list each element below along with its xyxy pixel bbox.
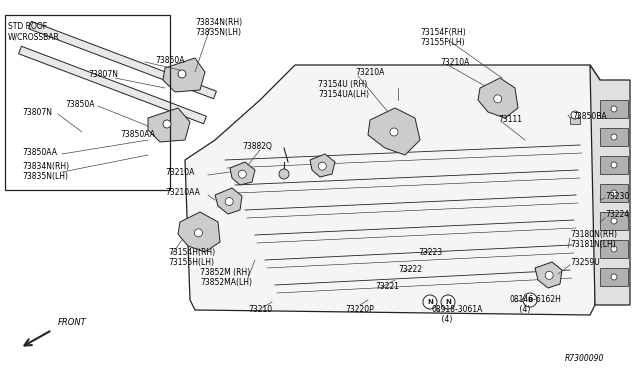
Text: 73882Q: 73882Q [242, 142, 272, 151]
Text: 73210AA: 73210AA [165, 188, 200, 197]
Polygon shape [590, 65, 630, 305]
Polygon shape [600, 128, 628, 146]
Circle shape [390, 128, 398, 136]
Text: 73850BA: 73850BA [572, 112, 607, 121]
Polygon shape [600, 184, 628, 202]
Text: N: N [445, 299, 451, 305]
Text: FRONT: FRONT [58, 318, 87, 327]
Text: 73259U: 73259U [570, 258, 600, 267]
Polygon shape [478, 78, 518, 118]
Circle shape [225, 198, 233, 205]
Polygon shape [600, 156, 628, 174]
Polygon shape [600, 240, 628, 258]
Text: 73223: 73223 [418, 248, 442, 257]
Polygon shape [178, 212, 220, 252]
Polygon shape [230, 162, 255, 185]
Text: 73210A: 73210A [355, 68, 385, 77]
Text: 73834N(RH)
73835N(LH): 73834N(RH) 73835N(LH) [22, 162, 69, 182]
Circle shape [571, 111, 579, 119]
Circle shape [523, 293, 537, 307]
Text: STD ROOF
W/CROSSBAR: STD ROOF W/CROSSBAR [8, 22, 60, 41]
Circle shape [238, 170, 246, 178]
Circle shape [163, 120, 171, 128]
Polygon shape [19, 46, 207, 124]
Text: 73834N(RH)
73835N(LH): 73834N(RH) 73835N(LH) [195, 18, 242, 38]
Circle shape [318, 162, 326, 170]
Text: 73807N: 73807N [88, 70, 118, 79]
Text: N: N [427, 299, 433, 305]
Bar [5, 15, 170, 190]
Text: 73850A: 73850A [65, 100, 95, 109]
Text: 73154U (RH)
73154UA(LH): 73154U (RH) 73154UA(LH) [318, 80, 369, 99]
Text: 73154F(RH)
73155F(LH): 73154F(RH) 73155F(LH) [420, 28, 466, 47]
Text: 73220P: 73220P [345, 305, 374, 314]
Text: 73852M (RH)
73852MA(LH): 73852M (RH) 73852MA(LH) [200, 268, 252, 288]
Circle shape [611, 190, 617, 196]
Text: 73850AA: 73850AA [22, 148, 57, 157]
Text: 73180N(RH)
73181N(LH): 73180N(RH) 73181N(LH) [570, 230, 617, 249]
Text: 73850AA: 73850AA [120, 130, 155, 139]
Circle shape [279, 169, 289, 179]
Polygon shape [29, 21, 216, 99]
Text: 73210A: 73210A [440, 58, 469, 67]
Circle shape [611, 106, 617, 112]
Polygon shape [163, 58, 205, 92]
Circle shape [545, 271, 553, 279]
Text: 73154H(RH)
73155H(LH): 73154H(RH) 73155H(LH) [168, 248, 215, 267]
Text: 73230: 73230 [605, 192, 629, 201]
Circle shape [441, 295, 455, 309]
Polygon shape [368, 108, 420, 155]
Text: 73210A: 73210A [165, 168, 195, 177]
Polygon shape [535, 262, 562, 288]
Polygon shape [600, 212, 628, 230]
Circle shape [611, 218, 617, 224]
Text: 73224: 73224 [605, 210, 629, 219]
Text: 08918-3061A
    (4): 08918-3061A (4) [432, 305, 483, 324]
Text: 73221: 73221 [375, 282, 399, 291]
Circle shape [611, 274, 617, 280]
Circle shape [423, 295, 437, 309]
Circle shape [611, 246, 617, 252]
Polygon shape [185, 65, 600, 315]
Circle shape [178, 70, 186, 78]
Text: B: B [527, 297, 532, 303]
Text: 73210: 73210 [248, 305, 272, 314]
Polygon shape [148, 108, 190, 142]
Text: 08146-6162H
    (4): 08146-6162H (4) [510, 295, 562, 314]
Text: 73807N: 73807N [22, 108, 52, 117]
Polygon shape [600, 100, 628, 118]
Circle shape [611, 162, 617, 168]
Text: 73850A: 73850A [155, 56, 184, 65]
Text: 73111: 73111 [498, 115, 522, 124]
Text: 73222: 73222 [398, 265, 422, 274]
Polygon shape [600, 268, 628, 286]
Text: R7300090: R7300090 [565, 354, 604, 363]
Polygon shape [310, 154, 335, 177]
Bar [570, 117, 580, 124]
Polygon shape [215, 188, 242, 214]
Circle shape [611, 134, 617, 140]
Circle shape [195, 229, 202, 237]
Circle shape [493, 95, 502, 103]
